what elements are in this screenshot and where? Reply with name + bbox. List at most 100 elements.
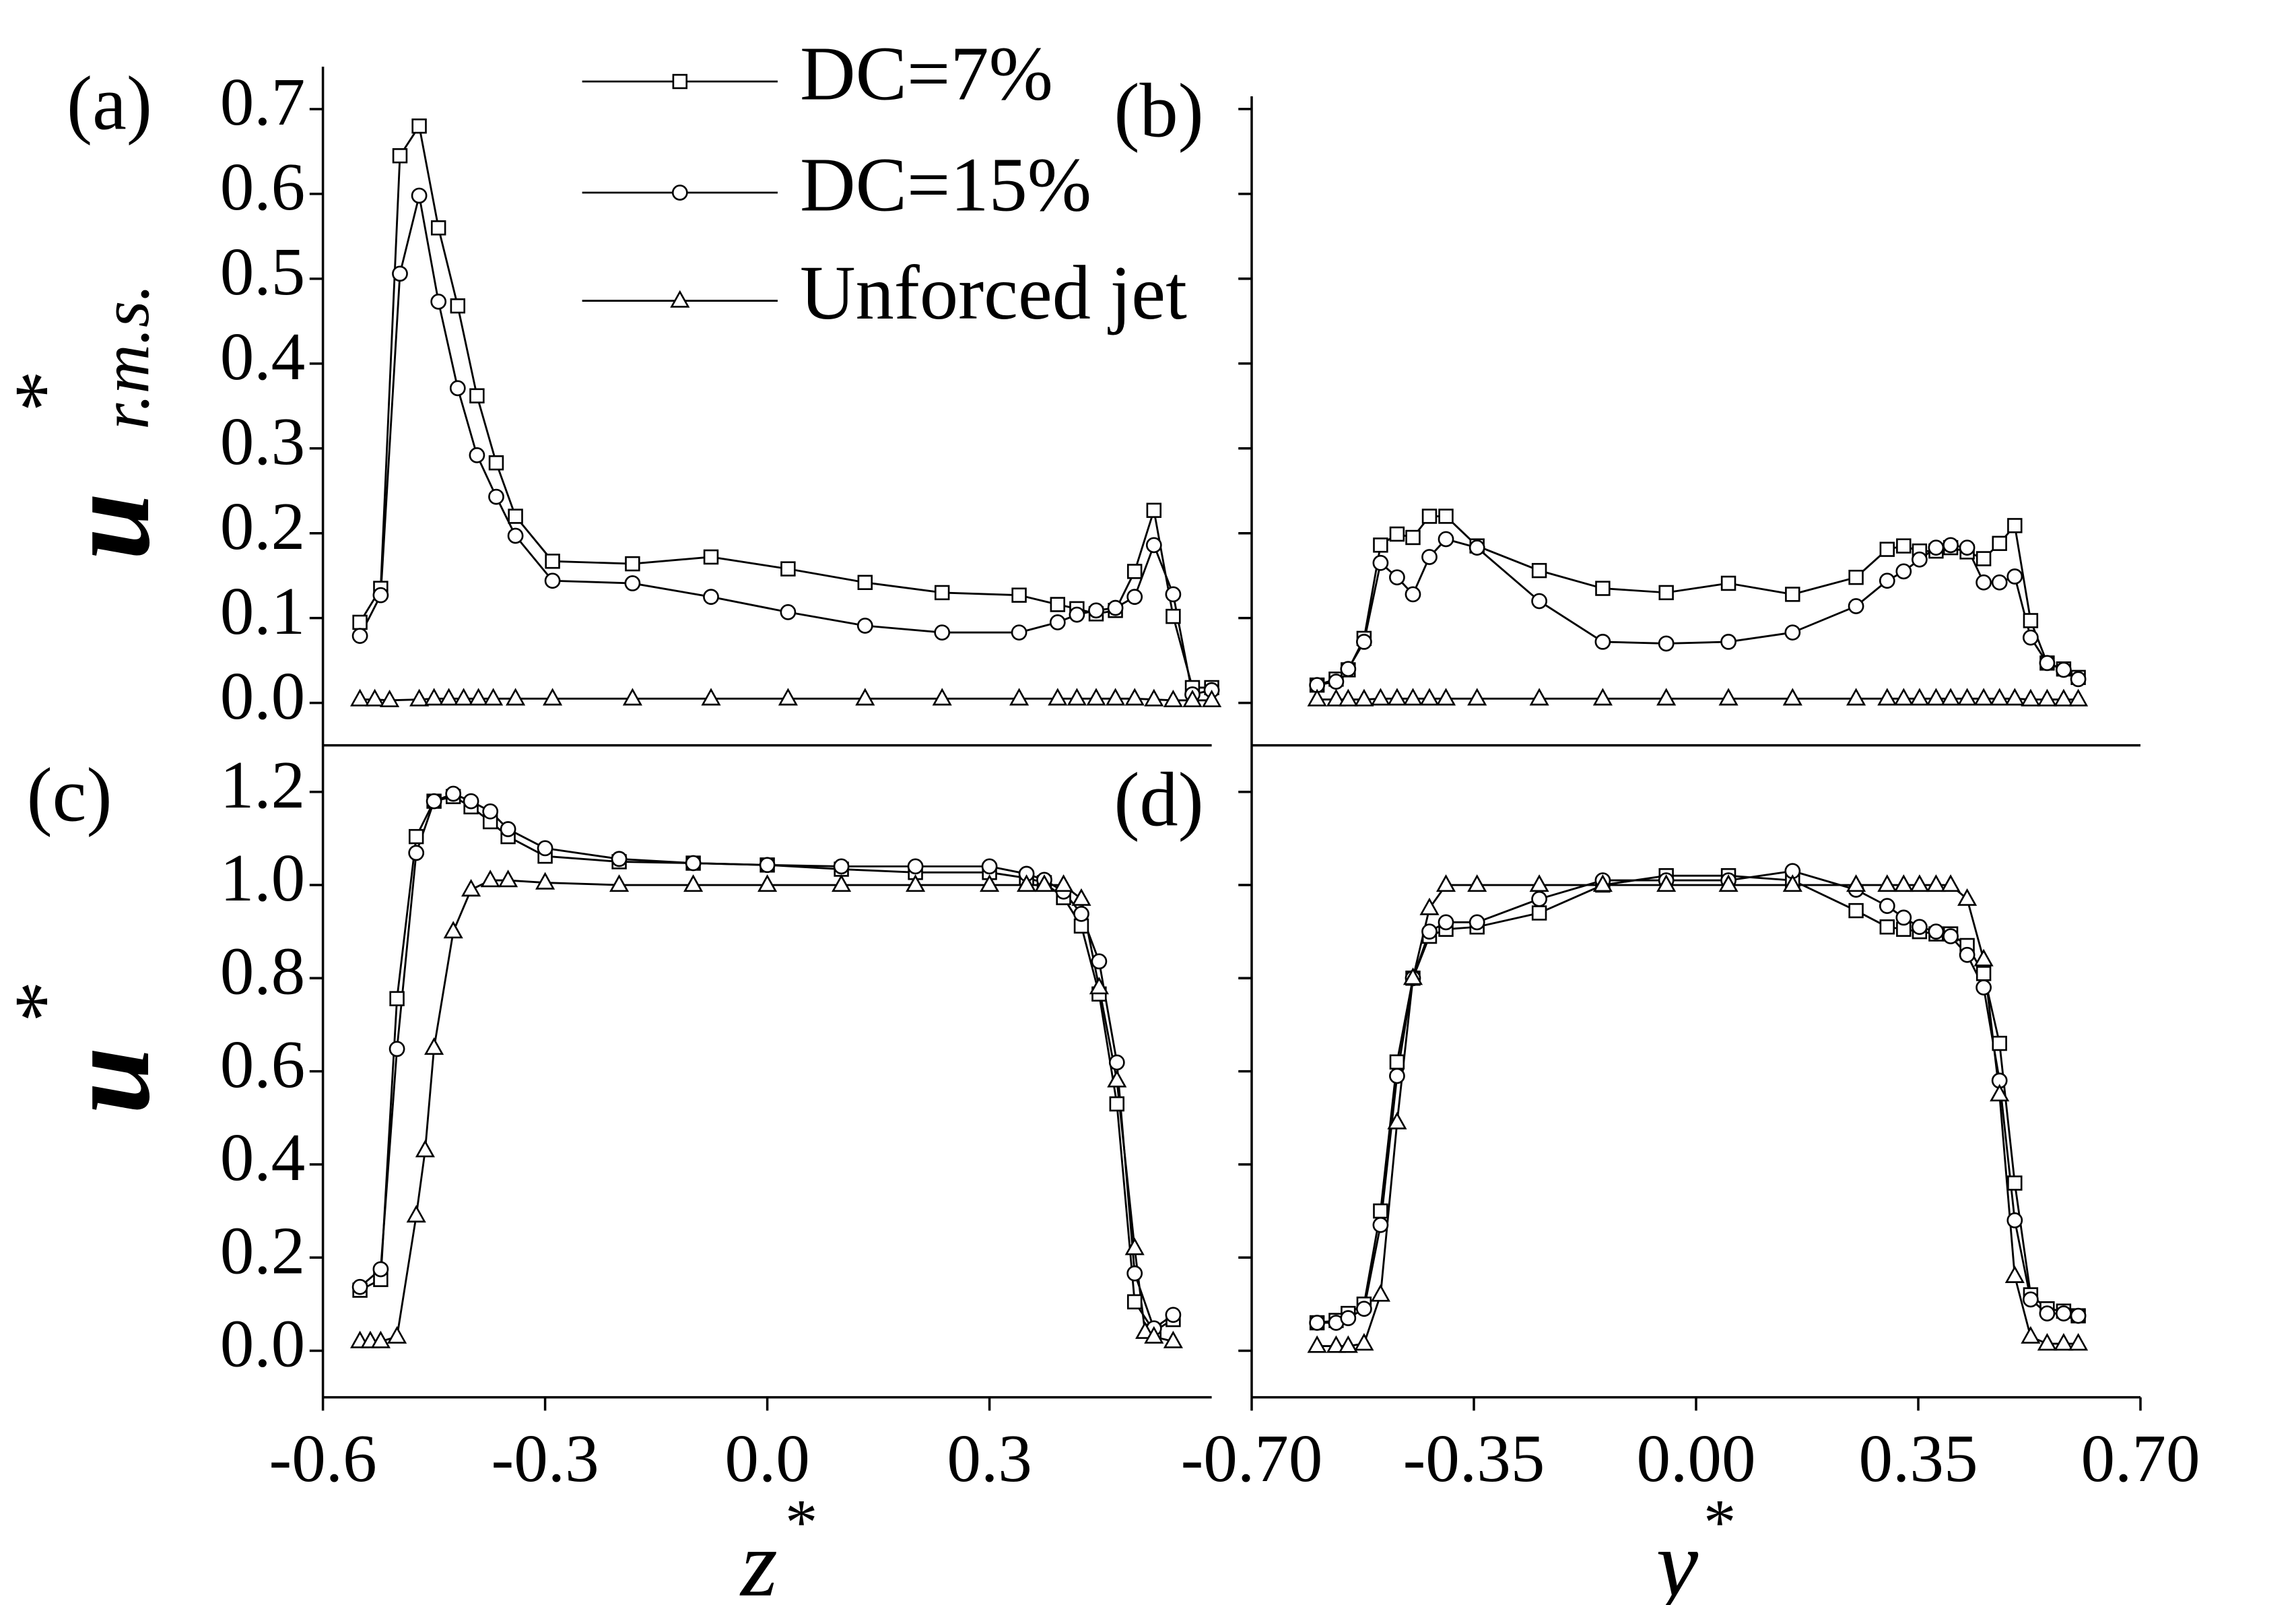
marker-triangle [1436, 688, 1456, 706]
marker-square [1421, 509, 1438, 524]
marker-triangle [1017, 874, 1037, 892]
marker-triangle [1338, 1335, 1358, 1353]
marker-triangle [365, 688, 385, 707]
marker-square [1373, 537, 1388, 553]
marker-circle [430, 294, 447, 310]
marker-circle [1073, 906, 1089, 922]
marker-triangle [906, 874, 926, 892]
marker-circle [1531, 890, 1547, 907]
marker-triangle [683, 874, 704, 892]
legend-label: DC=7% [800, 30, 1053, 116]
marker-triangle [1782, 874, 1802, 892]
marker-circle [351, 628, 368, 645]
marker-circle [934, 624, 951, 641]
marker-square [392, 148, 408, 164]
marker-square [450, 298, 466, 314]
marker-triangle [1846, 688, 1866, 706]
marker-circle [2023, 1291, 2039, 1308]
y-label-sup: * [0, 370, 90, 412]
marker-circle [1421, 549, 1438, 565]
marker-circle [1720, 634, 1736, 650]
marker-triangle [1202, 689, 1222, 707]
marker-square [1166, 608, 1181, 624]
marker-square [703, 549, 719, 565]
panel-label: (c) [27, 752, 112, 838]
panel-label: (b) [1114, 67, 1203, 153]
marker-square [1785, 587, 1800, 602]
legend-label: Unforced jet [800, 250, 1187, 335]
x-tick-label: 0.70 [2081, 1420, 2200, 1496]
marker-circle [1405, 586, 1421, 603]
y-tick-label: 0.0 [220, 658, 305, 733]
x-axis-label: z [739, 1512, 778, 1605]
marker-triangle [461, 879, 481, 897]
marker-circle [759, 857, 776, 874]
marker-circle [1895, 563, 1912, 580]
marker-square [857, 575, 873, 590]
marker-circle [2039, 1305, 2056, 1322]
marker-circle [445, 785, 462, 802]
marker-circle [482, 803, 499, 820]
y-label-sub: r.m.s. [88, 284, 163, 430]
x-tick-label: -0.70 [1181, 1420, 1323, 1496]
marker-square [1992, 535, 2007, 552]
marker-circle [1126, 1265, 1143, 1282]
marker-square [1658, 585, 1674, 601]
marker-circle [1468, 914, 1485, 931]
y-label-main: u [40, 1047, 175, 1114]
marker-triangle [1529, 874, 1549, 892]
y-tick-label: 0.2 [220, 1212, 305, 1288]
marker-triangle [415, 1140, 435, 1158]
marker-triangle [1957, 688, 1978, 706]
marker-triangle [1403, 688, 1423, 706]
y-tick-label: 0.2 [220, 488, 305, 564]
marker-triangle [1529, 688, 1549, 706]
series-line [360, 879, 1174, 1343]
marker-triangle [1370, 1284, 1390, 1302]
marker-triangle [2004, 1265, 2025, 1283]
marker-circle [2039, 655, 2056, 672]
marker-circle [1356, 634, 1372, 650]
marker-circle [1145, 537, 1162, 554]
marker-triangle [1782, 688, 1802, 706]
marker-triangle [1436, 874, 1456, 892]
y-tick-label: 0.4 [220, 319, 305, 394]
marker-circle [1976, 574, 1992, 591]
marker-circle [1879, 572, 1895, 589]
marker-triangle [1893, 688, 1914, 706]
y-tick-label: 0.6 [220, 1026, 305, 1102]
marker-circle [1372, 554, 1389, 571]
marker-triangle [1144, 1325, 1164, 1344]
marker-square [1595, 581, 1611, 596]
marker-circle [1943, 537, 1959, 554]
marker-circle [611, 851, 628, 867]
marker-circle [411, 187, 428, 204]
x-tick-label: 0.3 [947, 1420, 1032, 1496]
marker-square [411, 118, 427, 134]
x-tick-label: -0.35 [1403, 1420, 1545, 1496]
marker-circle [671, 185, 688, 201]
marker-circle [372, 1261, 389, 1278]
marker-triangle [1973, 688, 1994, 706]
marker-triangle [1124, 1237, 1145, 1255]
marker-triangle [424, 1037, 444, 1055]
marker-circle [703, 589, 719, 605]
marker-triangle [1940, 688, 1961, 706]
x-tick-label: -0.3 [492, 1420, 599, 1496]
marker-triangle [1338, 688, 1358, 707]
marker-triangle [1135, 1321, 1155, 1339]
marker-triangle [1071, 888, 1091, 906]
marker-triangle [1163, 1330, 1183, 1348]
marker-circle [1108, 1054, 1125, 1071]
marker-triangle [2054, 1333, 2074, 1351]
marker-square [2007, 518, 2023, 533]
y-tick-label: 0.7 [220, 64, 305, 139]
marker-triangle [1957, 888, 1978, 906]
marker-triangle [2004, 688, 2025, 706]
marker-triangle [1387, 1111, 1407, 1129]
marker-square [1531, 562, 1547, 579]
marker-circle [1049, 614, 1066, 630]
x-tick-label: 0.0 [724, 1420, 809, 1496]
marker-square [1389, 526, 1405, 542]
marker-circle [1088, 602, 1104, 619]
